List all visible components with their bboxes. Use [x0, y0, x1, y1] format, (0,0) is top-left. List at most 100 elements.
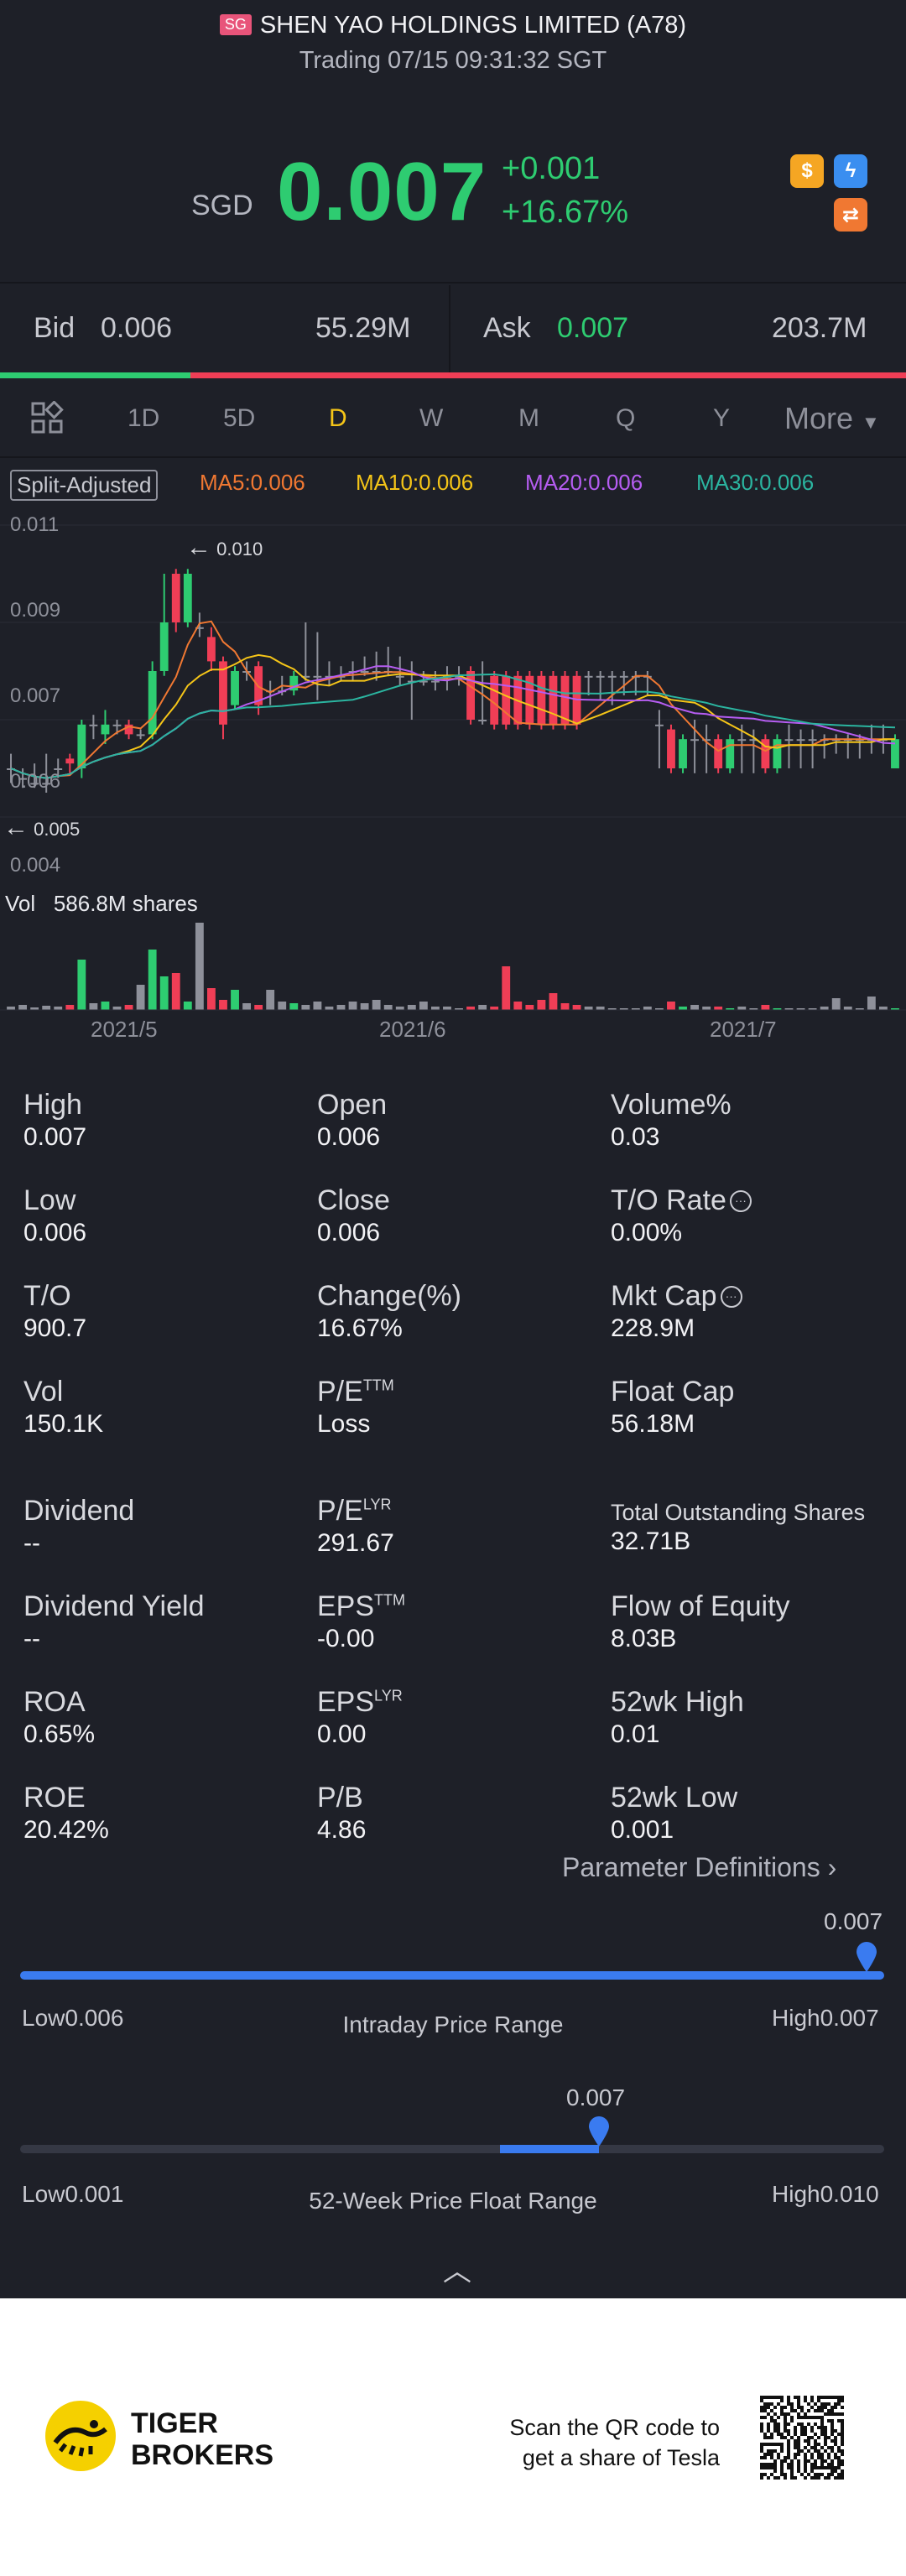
stat-label-text: Mkt Cap — [611, 1280, 717, 1312]
x-tick-label: 2021/5 — [91, 1017, 158, 1042]
candle-body — [737, 739, 747, 742]
stat-label: Open — [317, 1089, 387, 1121]
qr-module — [820, 2429, 824, 2433]
qr-module — [773, 2443, 777, 2446]
qr-module — [784, 2476, 787, 2480]
volume-bar — [30, 1007, 39, 1010]
qr-module — [817, 2426, 820, 2429]
ma5-label: MA5:0.006 — [200, 470, 305, 495]
volume-bar — [466, 1007, 475, 1010]
qr-module — [790, 2419, 794, 2422]
tab-y[interactable]: Y — [713, 404, 731, 432]
qr-module — [824, 2402, 827, 2406]
qr-module — [800, 2429, 804, 2433]
qr-module — [797, 2402, 800, 2406]
stat-label: High — [23, 1089, 86, 1121]
candle-body — [584, 675, 593, 678]
market-badge: SG — [219, 14, 252, 35]
candle-body — [702, 739, 711, 742]
qr-module — [830, 2463, 834, 2466]
qr-module — [777, 2396, 780, 2399]
qr-module — [784, 2412, 787, 2416]
qr-module — [767, 2449, 770, 2453]
volume-bar — [796, 1008, 805, 1010]
qr-module — [807, 2422, 810, 2426]
qr-module — [830, 2446, 834, 2449]
candlestick-chart[interactable] — [0, 503, 906, 1023]
qr-module — [817, 2473, 820, 2476]
qr-module — [820, 2426, 824, 2429]
parameter-definitions-link[interactable]: Parameter Definitions › — [562, 1852, 836, 1883]
tab-1d[interactable]: 1D — [128, 404, 160, 432]
tab-more-label: More — [784, 401, 854, 435]
qr-module — [834, 2406, 837, 2409]
candle-body — [54, 768, 63, 770]
volume-bar — [360, 1003, 369, 1010]
qr-module — [837, 2433, 841, 2436]
stat-label: Dividend — [23, 1495, 134, 1527]
qr-module — [787, 2443, 790, 2446]
qr-module — [784, 2429, 787, 2433]
qr-module — [837, 2402, 841, 2406]
stat-value: 291.67 — [317, 1529, 394, 1557]
qr-module — [797, 2396, 800, 2399]
qr-module — [804, 2416, 807, 2419]
info-icon[interactable]: ··· — [720, 1286, 742, 1308]
stat-value: 56.18M — [611, 1410, 695, 1438]
qr-module — [820, 2396, 824, 2399]
qr-module — [807, 2443, 810, 2446]
volume-bar — [65, 1005, 75, 1010]
qr-module — [773, 2469, 777, 2473]
brand-line-1: TIGER — [131, 2407, 218, 2439]
qr-module — [834, 2396, 837, 2399]
tab-5d[interactable]: 5D — [223, 404, 256, 432]
qr-module — [820, 2446, 824, 2449]
tab-w[interactable]: W — [419, 404, 444, 432]
week52-low: Low0.001 — [22, 2181, 124, 2207]
volume-bar — [77, 960, 86, 1010]
volume-bar — [101, 1002, 110, 1010]
flash-icon[interactable]: ϟ — [834, 154, 867, 188]
volume-label: Vol — [5, 891, 36, 916]
qr-module — [810, 2396, 814, 2399]
tab-q[interactable]: Q — [616, 404, 636, 432]
collapse-chevron-icon[interactable]: ︿ — [443, 2256, 471, 2287]
qr-module — [824, 2439, 827, 2443]
ask-price: 0.007 — [557, 312, 629, 344]
brand-name: TIGER BROKERS — [131, 2407, 273, 2471]
qr-module — [790, 2436, 794, 2439]
ma30-label: MA30:0.006 — [696, 470, 815, 495]
qr-module — [763, 2466, 767, 2469]
qr-module — [780, 2473, 784, 2476]
info-icon[interactable]: ··· — [729, 1190, 752, 1212]
qr-module — [841, 2436, 844, 2439]
qr-module — [784, 2473, 787, 2476]
stat-label: 52wk Low — [611, 1782, 737, 1814]
stat-label: P/ETTM — [317, 1376, 394, 1408]
qr-code[interactable] — [760, 2396, 844, 2480]
qr-module — [827, 2456, 830, 2459]
grid-icon[interactable] — [30, 400, 64, 439]
qr-module — [794, 2426, 797, 2429]
qr-module — [760, 2399, 763, 2402]
volume-bar — [301, 1005, 310, 1010]
swap-icon[interactable]: ⇄ — [834, 198, 867, 232]
tab-m[interactable]: M — [518, 404, 539, 432]
qr-module — [797, 2469, 800, 2473]
stat-label-text: EPS — [317, 1590, 375, 1622]
qr-module — [830, 2439, 834, 2443]
qr-module — [800, 2426, 804, 2429]
candle-body — [289, 675, 299, 691]
qr-module — [827, 2409, 830, 2412]
ma30-line — [10, 673, 896, 779]
stat-value: 0.007 — [23, 1123, 87, 1151]
dollar-icon[interactable]: $ — [790, 154, 824, 188]
qr-module — [794, 2433, 797, 2436]
qr-module — [797, 2459, 800, 2463]
stat-cell: Open 0.006 — [317, 1089, 387, 1152]
tab-d[interactable]: D — [329, 404, 347, 432]
tab-more[interactable]: More ▼ — [784, 401, 880, 436]
volume-bar — [242, 1003, 251, 1010]
split-adjusted-toggle[interactable]: Split-Adjusted — [10, 470, 159, 501]
qr-module — [797, 2439, 800, 2443]
